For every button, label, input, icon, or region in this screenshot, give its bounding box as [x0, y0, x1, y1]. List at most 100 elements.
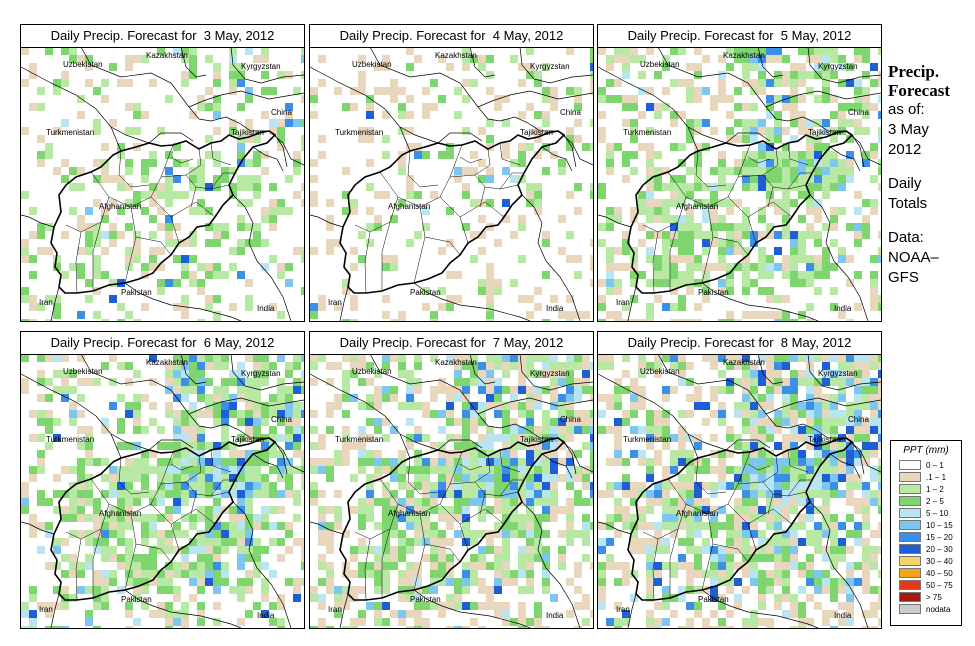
- precip-cell: [710, 386, 718, 394]
- precip-cell: [117, 207, 125, 215]
- precip-cell: [205, 554, 213, 562]
- precip-cell: [21, 498, 29, 506]
- precip-cell: [846, 79, 854, 87]
- map-label-pakistan: Pakistan: [410, 595, 441, 604]
- precip-cell: [61, 370, 69, 378]
- precip-cell: [638, 538, 646, 546]
- precip-cell: [838, 103, 846, 111]
- precip-cell: [846, 514, 854, 522]
- precip-cell: [790, 167, 798, 175]
- precip-cell: [197, 394, 205, 402]
- precip-cell: [77, 95, 85, 103]
- precip-cell: [253, 354, 261, 362]
- precip-cell: [165, 378, 173, 386]
- precip-cell: [245, 538, 253, 546]
- precip-cell: [518, 602, 526, 610]
- precip-cell: [854, 410, 862, 418]
- precip-cell: [774, 247, 782, 255]
- precip-cell: [69, 410, 77, 418]
- precip-cell: [750, 626, 758, 628]
- precip-cell: [806, 362, 814, 370]
- precip-cell: [45, 378, 53, 386]
- precip-cell: [149, 263, 157, 271]
- precip-cell: [181, 370, 189, 378]
- precip-cell: [750, 610, 758, 618]
- province-border: [737, 455, 779, 485]
- precip-cell: [237, 175, 245, 183]
- afghanistan-border: [50, 437, 277, 601]
- precip-cell: [542, 271, 550, 279]
- precip-cell: [93, 586, 101, 594]
- precip-cell: [326, 426, 334, 434]
- precip-cell: [398, 506, 406, 514]
- precip-cell: [261, 514, 269, 522]
- precip-cell: [838, 175, 846, 183]
- precip-cell: [782, 498, 790, 506]
- precip-cell: [830, 183, 838, 191]
- precip-cell: [838, 602, 846, 610]
- precip-cell: [510, 578, 518, 586]
- precip-cell: [253, 231, 261, 239]
- precip-cell: [133, 247, 141, 255]
- precip-cell: [277, 618, 285, 626]
- precip-cell: [486, 279, 494, 287]
- precip-cell: [654, 295, 662, 303]
- precip-cell: [237, 490, 245, 498]
- precip-cell: [261, 239, 269, 247]
- precip-cell: [318, 626, 326, 628]
- precip-cell: [366, 239, 374, 247]
- precip-cell: [782, 354, 790, 362]
- map-label-uzbekistan: Uzbekistan: [352, 60, 392, 69]
- precip-cell: [85, 514, 93, 522]
- precip-cell: [718, 410, 726, 418]
- precip-cell: [261, 87, 269, 95]
- precip-cell: [486, 143, 494, 151]
- country-border: [21, 66, 122, 152]
- precip-cell: [694, 127, 702, 135]
- legend-label: 15 – 20: [926, 532, 953, 542]
- country-border: [765, 106, 846, 132]
- precip-cell: [862, 554, 870, 562]
- precip-cell: [125, 458, 133, 466]
- precip-cell: [189, 239, 197, 247]
- precip-cell: [430, 386, 438, 394]
- country-border: [399, 126, 439, 144]
- precip-cell: [269, 442, 277, 450]
- precip-cell: [566, 394, 574, 402]
- precip-cell: [253, 514, 261, 522]
- precip-cell: [622, 247, 630, 255]
- precip-cell: [53, 626, 61, 628]
- country-border: [413, 589, 531, 628]
- province-border: [92, 221, 102, 291]
- precip-cell: [486, 119, 494, 127]
- precip-cell: [125, 466, 133, 474]
- precip-cell: [510, 450, 518, 458]
- precip-cell: [221, 426, 229, 434]
- precip-cell: [838, 442, 846, 450]
- precip-cell: [342, 207, 350, 215]
- precip-cell: [846, 474, 854, 482]
- precip-cell: [382, 570, 390, 578]
- precip-cell: [574, 570, 582, 578]
- precip-cell: [654, 626, 662, 628]
- precip-cell: [446, 626, 454, 628]
- precip-cell: [622, 474, 630, 482]
- precip-cell: [774, 578, 782, 586]
- precip-cell: [678, 554, 686, 562]
- precip-cell: [870, 546, 878, 554]
- precip-cell: [277, 418, 285, 426]
- precip-cell: [710, 231, 718, 239]
- legend-label: > 75: [926, 592, 942, 602]
- precip-cell: [77, 506, 85, 514]
- precip-cell: [750, 498, 758, 506]
- precip-cell: [846, 119, 854, 127]
- precip-cell: [189, 458, 197, 466]
- precip-cell: [606, 167, 614, 175]
- legend-swatch: [899, 556, 921, 566]
- precip-cell: [342, 426, 350, 434]
- precip-cell: [406, 626, 414, 628]
- precip-cell: [350, 319, 358, 321]
- province-border: [712, 236, 749, 256]
- precip-cell: [726, 538, 734, 546]
- precip-cell: [342, 626, 350, 628]
